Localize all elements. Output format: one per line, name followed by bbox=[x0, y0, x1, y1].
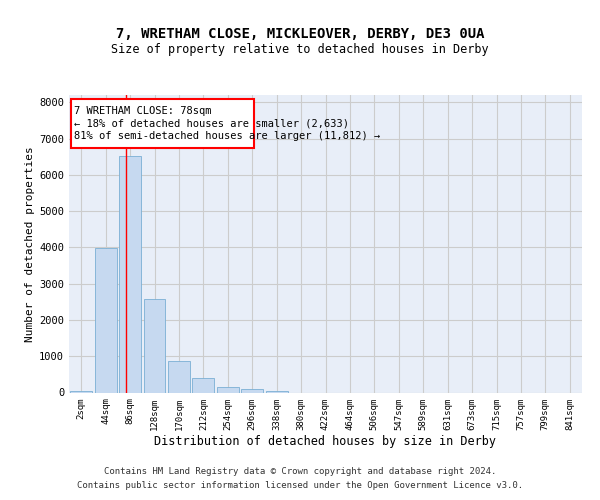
Text: Contains HM Land Registry data © Crown copyright and database right 2024.: Contains HM Land Registry data © Crown c… bbox=[104, 466, 496, 475]
Text: 7 WRETHAM CLOSE: 78sqm: 7 WRETHAM CLOSE: 78sqm bbox=[74, 106, 211, 116]
X-axis label: Distribution of detached houses by size in Derby: Distribution of detached houses by size … bbox=[155, 435, 497, 448]
Text: 7, WRETHAM CLOSE, MICKLEOVER, DERBY, DE3 0UA: 7, WRETHAM CLOSE, MICKLEOVER, DERBY, DE3… bbox=[116, 27, 484, 41]
Text: ← 18% of detached houses are smaller (2,633): ← 18% of detached houses are smaller (2,… bbox=[74, 118, 349, 128]
Y-axis label: Number of detached properties: Number of detached properties bbox=[25, 146, 35, 342]
Text: Size of property relative to detached houses in Derby: Size of property relative to detached ho… bbox=[111, 44, 489, 57]
FancyBboxPatch shape bbox=[71, 98, 254, 148]
Text: 81% of semi-detached houses are larger (11,812) →: 81% of semi-detached houses are larger (… bbox=[74, 132, 380, 141]
Bar bbox=[241, 389, 263, 392]
Text: Contains public sector information licensed under the Open Government Licence v3: Contains public sector information licen… bbox=[77, 480, 523, 490]
Bar bbox=[119, 156, 141, 392]
Bar bbox=[193, 378, 214, 392]
Bar bbox=[217, 387, 239, 392]
Bar bbox=[143, 299, 166, 392]
Bar bbox=[266, 391, 287, 392]
Bar bbox=[95, 248, 116, 392]
Bar bbox=[168, 360, 190, 392]
